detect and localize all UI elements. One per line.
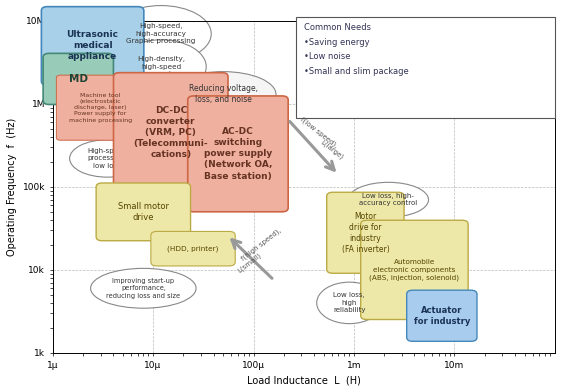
FancyBboxPatch shape bbox=[43, 53, 114, 105]
FancyBboxPatch shape bbox=[56, 75, 145, 140]
Text: L(small): L(small) bbox=[236, 252, 262, 274]
Text: High-speed
processing,
low loss: High-speed processing, low loss bbox=[87, 148, 127, 169]
Text: Automobile
electronic components
(ABS, injection, solenoid): Automobile electronic components (ABS, i… bbox=[369, 259, 459, 281]
Text: Small motor
drive: Small motor drive bbox=[118, 202, 169, 222]
Text: f(low speed),: f(low speed), bbox=[299, 116, 339, 149]
FancyBboxPatch shape bbox=[327, 192, 404, 273]
Text: Machine tool
(electrostatic
discharge, laser)
Power supply for
machine processin: Machine tool (electrostatic discharge, l… bbox=[69, 93, 132, 123]
Text: Actuator
for industry: Actuator for industry bbox=[414, 306, 470, 326]
Text: MD: MD bbox=[69, 74, 88, 84]
Text: Low loss, high-
accuracy control: Low loss, high- accuracy control bbox=[359, 193, 418, 207]
FancyBboxPatch shape bbox=[188, 96, 288, 212]
Ellipse shape bbox=[348, 182, 428, 217]
Ellipse shape bbox=[111, 5, 211, 62]
Text: High-density,
high-speed
processing: High-density, high-speed processing bbox=[137, 56, 185, 77]
Ellipse shape bbox=[317, 282, 382, 324]
Text: AC-DC
switching
power supply
(Network OA,
Base station): AC-DC switching power supply (Network OA… bbox=[204, 127, 272, 181]
Ellipse shape bbox=[116, 40, 206, 94]
Text: Improving start-up
performance,
reducing loss and size: Improving start-up performance, reducing… bbox=[106, 278, 180, 299]
Text: L(large): L(large) bbox=[319, 139, 345, 161]
Text: Ultrasonic
medical
appliance: Ultrasonic medical appliance bbox=[67, 30, 119, 62]
Text: Motor
drive for
industry
(FA inverter): Motor drive for industry (FA inverter) bbox=[342, 212, 389, 254]
Text: DC-DC
converter
(VRM, PC)
(Telecommuni-
cations): DC-DC converter (VRM, PC) (Telecommuni- … bbox=[133, 106, 208, 160]
FancyBboxPatch shape bbox=[96, 183, 191, 241]
FancyBboxPatch shape bbox=[407, 290, 477, 341]
Text: Reducing voltage,
loss, and noise: Reducing voltage, loss, and noise bbox=[189, 84, 258, 105]
Ellipse shape bbox=[70, 140, 145, 177]
FancyBboxPatch shape bbox=[361, 220, 468, 319]
Text: High-speed,
high-accuracy
Graphic processing: High-speed, high-accuracy Graphic proces… bbox=[126, 23, 196, 44]
FancyBboxPatch shape bbox=[296, 18, 555, 118]
X-axis label: Load Inductance  L  (H): Load Inductance L (H) bbox=[247, 375, 361, 385]
Ellipse shape bbox=[170, 72, 276, 117]
Text: Low loss,
high
reliability: Low loss, high reliability bbox=[333, 292, 366, 313]
FancyBboxPatch shape bbox=[151, 231, 235, 266]
Y-axis label: Operating Frequency  f  (Hz): Operating Frequency f (Hz) bbox=[7, 118, 17, 256]
Text: (HDD, printer): (HDD, printer) bbox=[167, 245, 219, 252]
Ellipse shape bbox=[90, 269, 196, 308]
Text: Common Needs
•Saving energy
•Low noise
•Small and slim package: Common Needs •Saving energy •Low noise •… bbox=[305, 23, 409, 76]
FancyBboxPatch shape bbox=[114, 73, 228, 193]
FancyBboxPatch shape bbox=[42, 7, 144, 85]
Text: f(high speed),: f(high speed), bbox=[240, 227, 283, 263]
